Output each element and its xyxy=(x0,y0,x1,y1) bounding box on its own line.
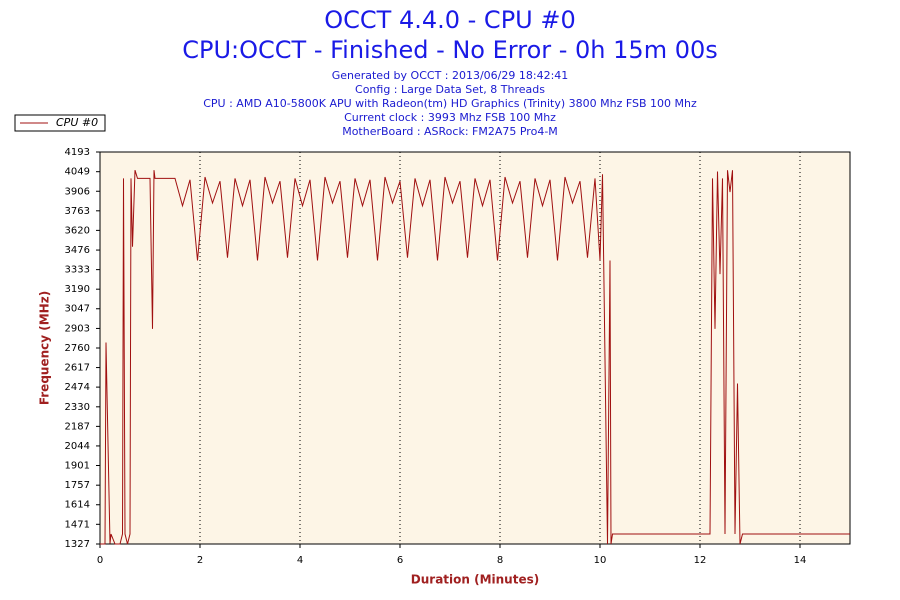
info-line: CPU : AMD A10-5800K APU with Radeon(tm) … xyxy=(203,97,697,110)
info-line: Current clock : 3993 Mhz FSB 100 Mhz xyxy=(344,111,556,124)
x-tick-label: 14 xyxy=(794,555,807,566)
y-tick-label: 2903 xyxy=(65,323,90,334)
y-tick-label: 3476 xyxy=(65,245,90,256)
y-tick-label: 2760 xyxy=(65,343,90,354)
chart-title: OCCT 4.4.0 - CPU #0 xyxy=(324,6,575,34)
x-tick-label: 6 xyxy=(397,555,403,566)
plot-area xyxy=(99,151,851,545)
legend-box xyxy=(14,114,106,132)
y-tick-label: 1614 xyxy=(65,500,90,511)
x-tick-label: 0 xyxy=(97,555,103,566)
y-tick-label: 2617 xyxy=(65,363,90,374)
x-tick-label: 2 xyxy=(197,555,203,566)
y-tick-label: 1471 xyxy=(65,519,90,530)
x-tick-label: 12 xyxy=(694,555,707,566)
info-line: MotherBoard : ASRock: FM2A75 Pro4-M xyxy=(342,125,558,138)
y-tick-label: 1327 xyxy=(65,539,90,550)
y-tick-label: 2044 xyxy=(65,441,90,452)
legend-label: CPU #0 xyxy=(56,116,98,129)
x-tick-label: 4 xyxy=(297,555,303,566)
y-tick-label: 4193 xyxy=(65,147,90,158)
y-tick-label: 2330 xyxy=(65,402,90,413)
chart-subtitle: CPU:OCCT - Finished - No Error - 0h 15m … xyxy=(182,36,718,64)
y-tick-label: 3047 xyxy=(65,304,90,315)
x-tick-label: 8 xyxy=(497,555,503,566)
y-axis-label: Frequency (MHz) xyxy=(38,291,52,405)
y-tick-label: 3190 xyxy=(65,284,90,295)
info-line: Generated by OCCT : 2013/06/29 18:42:41 xyxy=(332,69,569,82)
y-tick-label: 4049 xyxy=(65,167,90,178)
y-tick-label: 3620 xyxy=(65,225,90,236)
y-tick-label: 3333 xyxy=(65,265,90,276)
series-line xyxy=(100,170,850,545)
y-tick-label: 3906 xyxy=(65,186,90,197)
y-tick-label: 3763 xyxy=(65,206,90,217)
x-axis-label: Duration (Minutes) xyxy=(411,573,539,587)
y-tick-label: 2474 xyxy=(65,382,90,393)
y-tick-label: 1901 xyxy=(65,460,90,471)
x-tick-label: 10 xyxy=(594,555,607,566)
y-tick-label: 2187 xyxy=(65,421,90,432)
info-line: Config : Large Data Set, 8 Threads xyxy=(355,83,545,96)
y-tick-label: 1757 xyxy=(65,480,90,491)
